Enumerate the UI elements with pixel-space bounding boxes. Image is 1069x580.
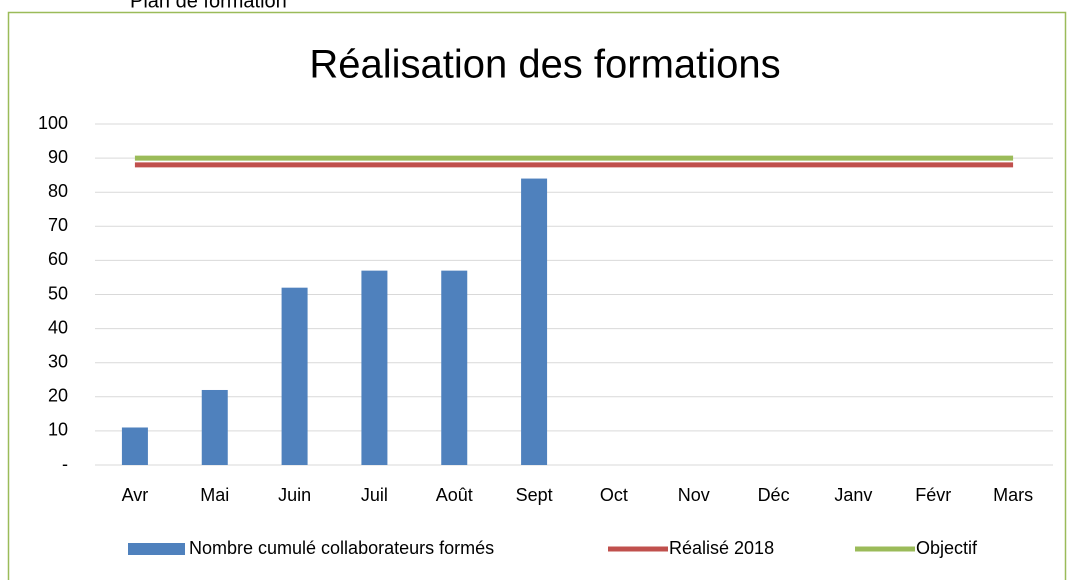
bar (441, 270, 468, 465)
bar (281, 287, 308, 465)
y-tick-label: 70 (48, 215, 68, 235)
bar (121, 427, 148, 465)
x-tick-label: Févr (915, 485, 951, 505)
y-tick-label: 30 (48, 351, 68, 371)
x-tick-label: Juil (361, 485, 388, 505)
x-tick-label: Déc (758, 485, 790, 505)
bar (361, 270, 388, 465)
x-tick-label: Mars (993, 485, 1033, 505)
x-tick-label: Nov (678, 485, 710, 505)
legend-swatch (128, 543, 185, 555)
x-tick-label: Sept (516, 485, 553, 505)
y-tick-label: 60 (48, 249, 68, 269)
legend-label: Objectif (916, 538, 978, 558)
legend-label: Réalisé 2018 (669, 538, 774, 558)
bar (201, 389, 228, 465)
y-tick-label: 40 (48, 317, 68, 337)
x-tick-label: Juin (278, 485, 311, 505)
x-tick-label: Janv (834, 485, 872, 505)
y-tick-label: - (62, 454, 68, 474)
x-tick-label: Avr (122, 485, 149, 505)
x-tick-label: Mai (200, 485, 229, 505)
bar (521, 178, 548, 465)
chart-title: Réalisation des formations (309, 43, 780, 87)
y-tick-label: 10 (48, 420, 68, 440)
x-tick-label: Août (436, 485, 473, 505)
y-tick-label: 50 (48, 283, 68, 303)
y-tick-label: 80 (48, 181, 68, 201)
y-tick-label: 20 (48, 386, 68, 406)
x-tick-label: Oct (600, 485, 628, 505)
caption: Plan de formation (130, 0, 287, 12)
legend-label: Nombre cumulé collaborateurs formés (189, 538, 494, 558)
y-tick-label: 100 (38, 113, 68, 133)
y-tick-label: 90 (48, 147, 68, 167)
